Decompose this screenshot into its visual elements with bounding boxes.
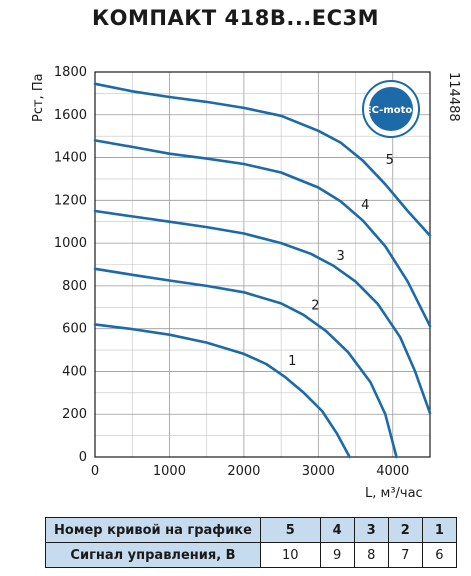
- x-tick-label: 3000: [302, 464, 335, 479]
- curve-label-4: 4: [361, 198, 369, 213]
- y-tick-labels: 0 200 400 600 800 1000 1200 1400 1600 1800: [54, 65, 87, 465]
- y-axis-label: Рст, Па: [31, 73, 46, 122]
- curve-number-cell: 4: [319, 517, 355, 543]
- y-tick-label: 1000: [54, 236, 87, 251]
- series-line-3: [93, 209, 432, 415]
- plot-frame: [94, 71, 431, 458]
- curve-number-cell: 1: [421, 517, 458, 543]
- x-tick-label: 1000: [153, 464, 186, 479]
- y-tick-label: 1600: [54, 108, 87, 123]
- table-row: Номер кривой на графике 5 4 3 2 1: [45, 517, 458, 543]
- chart: 0 1000 2000 3000 4000 0 200 400 600 800 1000 1200 1…: [31, 65, 461, 501]
- axes: [94, 71, 431, 458]
- model-code: 114488: [446, 72, 461, 122]
- signal-cell: 8: [353, 542, 389, 568]
- series-line-1: [93, 323, 351, 459]
- signal-cell: 7: [387, 542, 423, 568]
- y-tick-label: 200: [62, 407, 87, 422]
- series-line-5: [93, 82, 432, 237]
- curves: [93, 82, 432, 459]
- y-tick-label: 400: [62, 364, 87, 379]
- curve-number-cell: 5: [260, 517, 321, 543]
- y-tick-label: 600: [62, 322, 87, 337]
- ec-motor-badge-icon: EC-motor: [362, 80, 420, 138]
- chart-title: КОМПАКТ 418В...ЕС3М: [91, 6, 380, 30]
- table-row: Сигнал управления, В 10 9 8 7 6: [45, 542, 458, 568]
- curve-label-3: 3: [337, 249, 345, 264]
- series-line-2: [93, 267, 398, 459]
- x-tick-labels: 0 1000 2000 3000 4000: [91, 464, 409, 479]
- row1-label: Номер кривой на графике: [45, 517, 261, 543]
- curve-labels: 1 2 3 4 5: [288, 153, 394, 369]
- row2-label: Сигнал управления, В: [45, 542, 261, 568]
- signal-cell: 9: [319, 542, 355, 568]
- y-tick-label: 0: [79, 450, 87, 465]
- y-tick-label: 800: [62, 279, 87, 294]
- curve-number-cell: 3: [353, 517, 389, 543]
- signal-table: Номер кривой на графике 5 4 3 2 1 Сигнал…: [45, 517, 458, 568]
- curve-label-2: 2: [311, 298, 319, 313]
- series-line-4: [93, 139, 432, 328]
- signal-cell: 6: [421, 542, 458, 568]
- badge-text: EC-motor: [365, 105, 417, 116]
- curve-label-5: 5: [386, 153, 394, 168]
- signal-cell: 10: [260, 542, 321, 568]
- curve-label-1: 1: [288, 354, 296, 369]
- y-tick-label: 1200: [54, 193, 87, 208]
- x-tick-label: 4000: [376, 464, 409, 479]
- x-tick-label: 0: [91, 464, 99, 479]
- y-tick-label: 1400: [54, 151, 87, 166]
- y-tick-label: 1800: [54, 65, 87, 80]
- x-tick-label: 2000: [227, 464, 260, 479]
- curve-number-cell: 2: [387, 517, 423, 543]
- x-axis-label: L, м³/час: [365, 486, 423, 501]
